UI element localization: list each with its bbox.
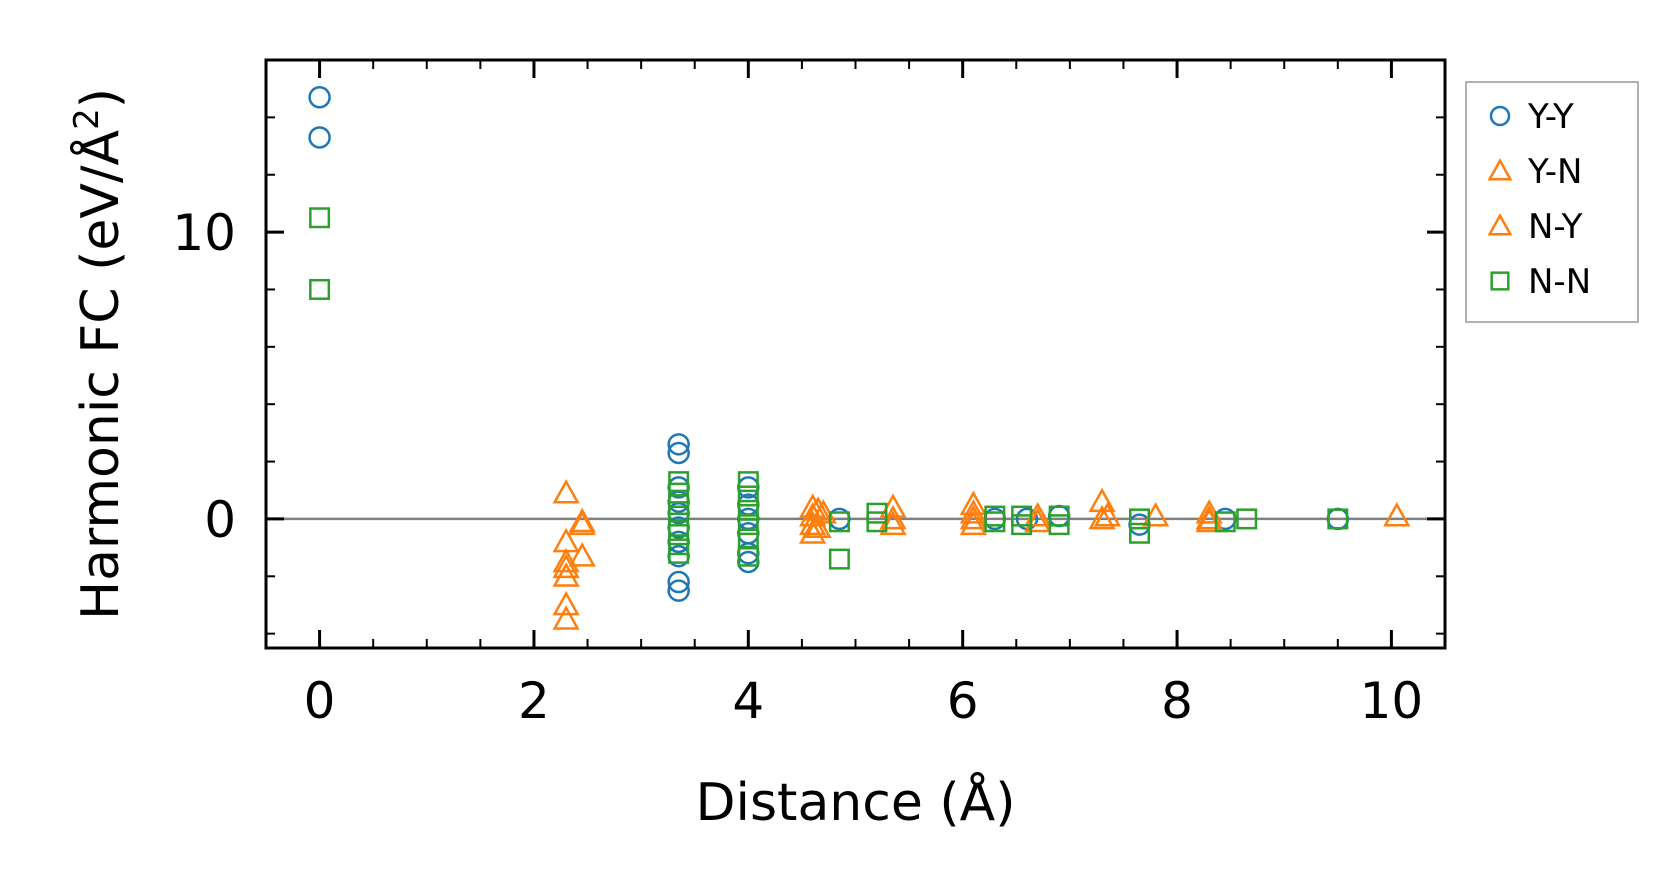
x-tick-label: 10: [1360, 672, 1424, 730]
data-point: [1383, 501, 1411, 527]
legend-item: N-Y: [1487, 207, 1583, 247]
x-axis-title: Distance (Å): [695, 771, 1015, 833]
data-point: [1327, 508, 1349, 530]
data-point: [667, 579, 690, 602]
data-point: [552, 590, 580, 616]
data-point: [552, 553, 580, 579]
x-tick-label: 6: [947, 672, 979, 730]
y-axis-title-group: Harmonic FC (eV/Å2): [67, 88, 131, 620]
legend-item: Y-Y: [1489, 97, 1574, 137]
data-point: [1048, 514, 1070, 536]
data-point: [828, 548, 850, 570]
y-tick-label: 0: [204, 491, 236, 549]
legend-marker: [1489, 105, 1511, 127]
data-point: [959, 504, 988, 530]
legend-marker: [1487, 158, 1513, 181]
data-point: [552, 605, 580, 630]
data-point: [668, 482, 690, 504]
data-point: [804, 496, 832, 521]
data-point: [552, 479, 580, 504]
y-axis-title-suffix: ): [71, 88, 131, 108]
axis-ticks: [265, 59, 1446, 648]
data-point: [737, 528, 759, 550]
data-point: [737, 471, 759, 493]
data-point: [959, 510, 988, 536]
data-point: [1011, 514, 1033, 536]
data-point: [959, 499, 988, 524]
data-point: [1214, 511, 1236, 533]
data-point: [804, 513, 832, 538]
legend-label: N-Y: [1528, 207, 1583, 247]
data-point: [866, 511, 888, 533]
x-tick-label: 8: [1161, 672, 1193, 730]
data-point: [668, 471, 690, 493]
y-axis-title-superscript: 2: [67, 108, 107, 130]
data-point: [1088, 487, 1116, 513]
data-point: [667, 433, 690, 456]
x-tick-label: 4: [732, 672, 764, 730]
data-point: [668, 519, 690, 541]
data-point: [309, 278, 331, 300]
legend-marker: [1487, 213, 1513, 236]
data-point: [828, 511, 850, 533]
y-axis-title-prefix: Harmonic FC (eV/Å: [69, 129, 131, 620]
legend-item: N-N: [1490, 262, 1591, 302]
data-point: [308, 86, 331, 109]
data-point: [1129, 522, 1151, 544]
data-point: [1129, 508, 1151, 530]
data-point: [667, 570, 690, 594]
x-tick-label: 2: [518, 672, 550, 730]
data-point: [737, 545, 759, 567]
data-point: [1088, 504, 1116, 530]
series-n-n: [309, 207, 1349, 570]
data-point: [1236, 508, 1258, 530]
data-point: [568, 542, 596, 567]
legend-label: N-N: [1528, 262, 1591, 302]
data-point: [984, 511, 1006, 533]
plot-frame: [264, 58, 1447, 650]
data-point: [309, 207, 331, 229]
data-point: [667, 441, 690, 465]
data-point: [668, 542, 690, 564]
legend: Y-Y Y-N N-Y N-N: [1465, 81, 1639, 323]
data-points: [308, 86, 1411, 630]
data-point: [668, 494, 690, 516]
legend-item: Y-N: [1487, 152, 1582, 192]
legend-label: Y-Y: [1527, 97, 1574, 137]
legend-items: Y-Y Y-N N-Y N-N: [1487, 97, 1591, 302]
legend-marker: [1490, 271, 1510, 291]
legend-label: Y-N: [1527, 152, 1582, 192]
data-point: [737, 499, 759, 521]
data-point: [552, 562, 580, 587]
data-point: [568, 507, 596, 533]
data-point: [308, 126, 331, 149]
y-tick-label: 10: [172, 204, 236, 262]
data-point: [668, 505, 690, 527]
y-axis-title: Harmonic FC (eV/Å2): [67, 88, 131, 620]
x-tick-label: 0: [304, 672, 336, 730]
data-point: [568, 510, 596, 536]
tick-labels: 0 2 4 6 8 10 0 10: [172, 204, 1423, 730]
data-point: [737, 514, 759, 536]
data-point: [1093, 501, 1122, 527]
data-point: [799, 519, 827, 544]
data-point: [799, 493, 827, 518]
data-point: [737, 485, 759, 507]
